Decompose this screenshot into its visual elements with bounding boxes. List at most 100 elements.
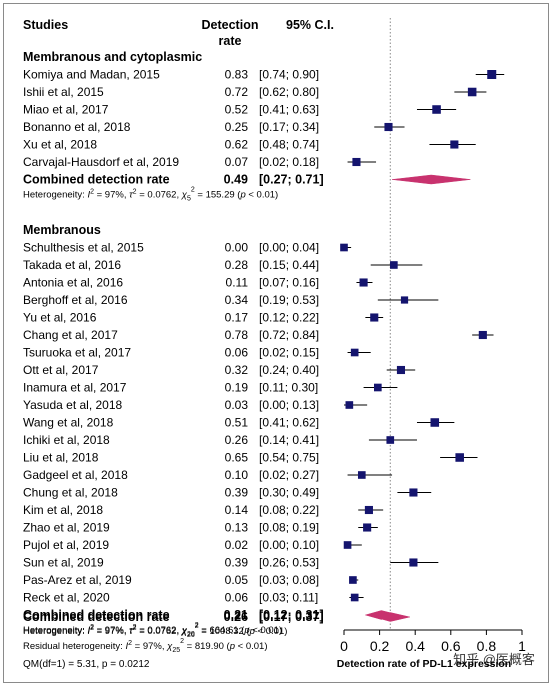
- study-name: Reck et al, 2020: [23, 591, 110, 605]
- study-square: [400, 296, 409, 304]
- combined-label: Combined detection rate: [23, 608, 170, 622]
- header-detection: Detection: [202, 18, 259, 32]
- study-ci: [0.14; 0.41]: [259, 433, 319, 447]
- study-rate: 0.72: [225, 85, 249, 99]
- study-ci: [0.26; 0.53]: [259, 556, 319, 570]
- study-rate: 0.39: [225, 556, 249, 570]
- study-name: Antonia et al, 2016: [23, 276, 123, 290]
- study-rate: 0.13: [225, 521, 249, 535]
- study-name: Schulthesis et al, 2015: [23, 241, 144, 255]
- study-name: Carvajal-Hausdorf et al, 2019: [23, 155, 179, 169]
- study-ci: [0.62; 0.80]: [259, 85, 319, 99]
- x-tick-label: 0.8: [477, 638, 497, 654]
- combined-ci: [0.12; 0.31]: [259, 608, 324, 622]
- study-rate: 0.52: [225, 103, 249, 117]
- header-studies: Studies: [23, 18, 68, 32]
- study-name: Sun et al, 2019: [23, 556, 104, 570]
- study-ci: [0.07; 0.16]: [259, 276, 319, 290]
- combined-rate: 0.49: [224, 173, 248, 187]
- combined-rate: 0.21: [224, 608, 248, 622]
- x-tick-label: 1: [518, 638, 526, 654]
- study-square: [349, 576, 357, 584]
- study-name: Chung et al, 2018: [23, 486, 118, 500]
- study-ci: [0.72; 0.84]: [259, 328, 319, 342]
- study-square: [430, 418, 440, 427]
- study-rate: 0.62: [225, 138, 249, 152]
- overall-rate: 0.26: [224, 610, 248, 624]
- study-square: [340, 243, 348, 252]
- study-ci: [0.30; 0.49]: [259, 486, 319, 500]
- study-name: Wang et al, 2018: [23, 416, 114, 430]
- study-ci: [0.15; 0.44]: [259, 258, 319, 272]
- overall-ci: [0.17; 0.37]: [259, 610, 324, 624]
- study-square: [409, 558, 418, 567]
- study-rate: 0.10: [225, 468, 249, 482]
- study-name: Chang et al, 2017: [23, 328, 118, 342]
- study-square: [384, 122, 393, 132]
- heterogeneity-text: Heterogeneity: I2 = 97%, τ2 = 0.0762, χ2…: [23, 622, 282, 638]
- study-ci: [0.02; 0.18]: [259, 155, 319, 169]
- study-ci: [0.03; 0.11]: [259, 591, 318, 605]
- study-name: Ishii et al, 2015: [23, 85, 104, 99]
- study-square: [350, 348, 359, 357]
- overall-diamond: [373, 612, 410, 622]
- study-rate: 0.05: [225, 573, 249, 587]
- study-rate: 0.65: [225, 451, 249, 465]
- study-rate: 0.78: [225, 328, 249, 342]
- study-rate: 0.00: [225, 241, 249, 255]
- study-square: [352, 157, 361, 167]
- study-name: Miao et al, 2017: [23, 103, 109, 117]
- study-name: Xu et al, 2018: [23, 138, 97, 152]
- study-ci: [0.12; 0.22]: [259, 311, 319, 325]
- study-ci: [0.11; 0.30]: [259, 381, 318, 395]
- overall-label: Combined detection rate: [23, 610, 170, 624]
- study-ci: [0.00; 0.13]: [259, 398, 319, 412]
- x-tick-label: 0.2: [370, 638, 390, 654]
- study-name: Ott et al, 2017: [23, 363, 99, 377]
- study-ci: [0.03; 0.08]: [259, 573, 319, 587]
- study-ci: [0.48; 0.74]: [259, 138, 319, 152]
- study-ci: [0.17; 0.34]: [259, 120, 319, 134]
- subgroup-title: Membranous: [23, 223, 101, 237]
- study-name: Gadgeel et al, 2018: [23, 468, 128, 482]
- watermark: 知乎 @医概客: [453, 652, 535, 667]
- study-name: Yu et al, 2016: [23, 311, 97, 325]
- overall-heterogeneity-text: Heterogeneity: I2 = 97%, τ2 = 0.0762, χ2…: [23, 623, 287, 639]
- study-name: Pas-Arez et al, 2019: [23, 573, 132, 587]
- study-name: Bonanno et al, 2018: [23, 120, 131, 134]
- study-rate: 0.32: [225, 363, 249, 377]
- study-square: [364, 505, 373, 515]
- study-rate: 0.26: [225, 433, 249, 447]
- study-name: Pujol et al, 2019: [23, 538, 109, 552]
- study-square: [343, 541, 352, 549]
- study-rate: 0.14: [225, 503, 249, 517]
- study-square: [396, 365, 406, 375]
- study-ci: [0.74; 0.90]: [259, 68, 319, 82]
- study-name: Kim et al, 2018: [23, 503, 103, 517]
- figure-frame: [3, 3, 549, 683]
- study-square: [478, 330, 487, 340]
- study-name: Ichiki et al, 2018: [23, 433, 110, 447]
- study-rate: 0.28: [225, 258, 249, 272]
- study-ci: [0.41; 0.62]: [259, 416, 319, 430]
- study-ci: [0.19; 0.53]: [259, 293, 319, 307]
- combined-label: Combined detection rate: [23, 173, 170, 187]
- study-rate: 0.06: [225, 346, 249, 360]
- study-name: Komiya and Madan, 2015: [23, 68, 160, 82]
- study-name: Zhao et al, 2019: [23, 521, 110, 535]
- study-square: [487, 70, 497, 79]
- study-ci: [0.08; 0.19]: [259, 521, 319, 535]
- header-rate: rate: [219, 34, 242, 48]
- study-square: [373, 383, 382, 392]
- study-name: Takada et al, 2016: [23, 258, 121, 272]
- study-square: [359, 278, 368, 287]
- study-rate: 0.51: [225, 416, 249, 430]
- study-name: Tsuruoka et al, 2017: [23, 346, 131, 360]
- study-square: [450, 140, 459, 149]
- combined-ci: [0.27; 0.71]: [259, 173, 324, 187]
- study-ci: [0.00; 0.10]: [259, 538, 319, 552]
- study-rate: 0.17: [225, 311, 249, 325]
- study-rate: 0.25: [225, 120, 249, 134]
- x-tick-label: 0.4: [405, 638, 425, 654]
- qm-test: QM(df=1) = 5.31, p = 0.0212: [23, 659, 150, 670]
